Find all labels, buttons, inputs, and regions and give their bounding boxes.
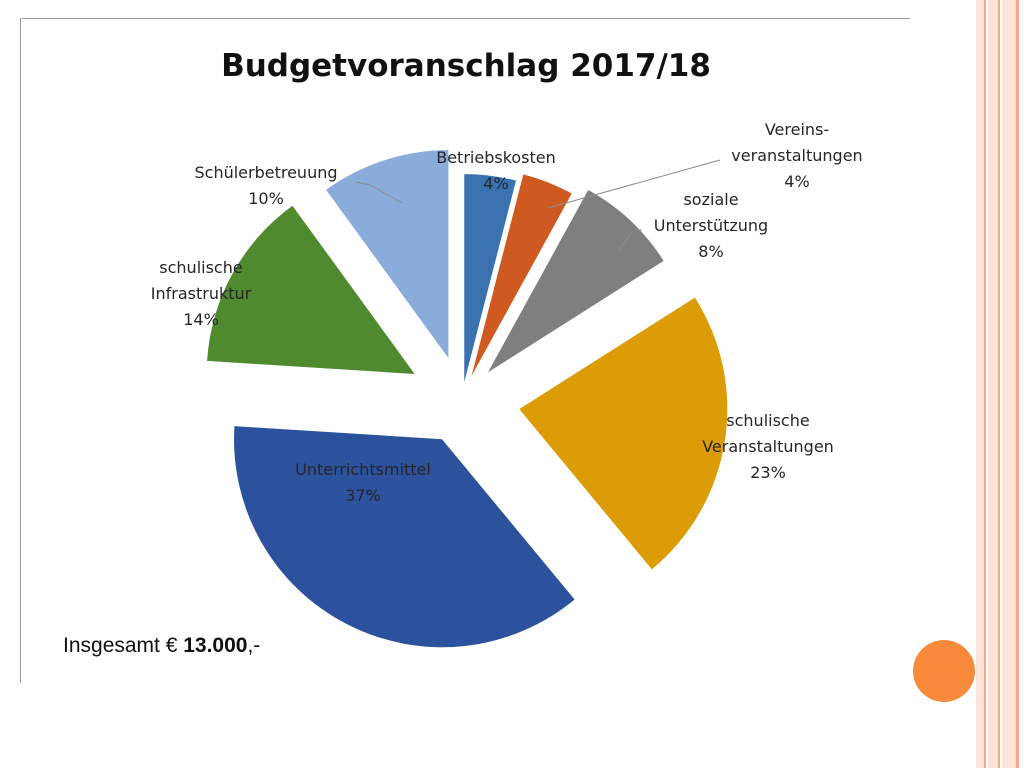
slice-label: Unterrichtsmittel 37% [295,460,431,505]
slice-percent: 4% [784,172,809,191]
slice-label-line: soziale [683,190,738,209]
slice-percent: 14% [183,310,219,329]
leader-line [547,159,721,209]
slice-label-line: Vereins- [765,120,829,139]
slice-percent: 8% [698,242,723,261]
decor-stripe-1 [976,0,984,768]
decor-stripe-2 [984,0,986,768]
decor-stripe-3 [988,0,998,768]
slice-label-line: Unterrichtsmittel [295,460,431,479]
slice-label: soziale Unterstützung 8% [654,190,768,261]
slice-label: schulische Veranstaltungen 23% [702,411,834,482]
pie-slice-schulischeinfrastruktur [207,205,415,374]
pie-slice-unterrichtsmittel [234,426,575,648]
decor-stripe-4 [998,0,1000,768]
slice-label: schulische Infrastruktur 14% [151,258,252,329]
slice-label-line: Schülerbetreuung [194,163,337,182]
total-prefix: Insgesamt € [63,634,184,657]
slice-label-line: schulische [726,411,809,430]
slice-label-line: Unterstützung [654,216,768,235]
decor-circle [913,640,975,702]
leader-line [355,181,403,204]
slice-label: Vereins-veranstaltungen 4% [731,120,862,191]
slice-label: Betriebskosten 4% [436,148,556,193]
pie-slice-betriebskosten [464,174,516,383]
slice-label-line: Veranstaltungen [702,437,834,456]
total-amount-line: Insgesamt € 13.000,- [63,634,260,658]
slice-percent: 37% [345,486,381,505]
pie-slice-schulischeveranstaltungen [519,297,728,570]
decor-stripe-6 [1016,0,1019,768]
total-suffix: ,- [247,634,261,657]
slice-percent: 4% [483,174,508,193]
slice-label-line: veranstaltungen [731,146,862,165]
decor-stripe-5 [1002,0,1016,768]
frame-top-line [22,18,910,19]
slice-percent: 23% [750,463,786,482]
slice-label-line: Betriebskosten [436,148,556,167]
leader-line [617,229,642,252]
frame-left-line [20,18,21,683]
slice-label: Schülerbetreuung 10% [194,163,337,208]
pie-slice-vereins-veranstaltungen [471,174,572,376]
slice-label-line: schulische [159,258,242,277]
slice-label-line: Infrastruktur [151,284,252,303]
pie-slice-sozialeunterstützung [488,190,664,373]
pie-slice-schülerbetreuung [326,150,449,359]
slice-percent: 10% [248,189,284,208]
chart-title: Budgetvoranschlag 2017/18 [221,48,711,84]
total-amount: 13.000 [183,634,248,657]
